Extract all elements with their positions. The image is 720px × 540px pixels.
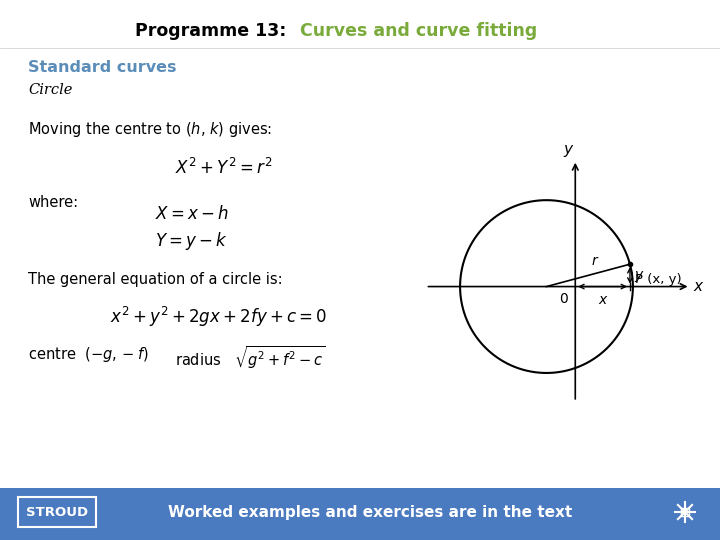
Text: centre  $(-g, -f)$: centre $(-g, -f)$	[28, 345, 148, 364]
Text: Moving the centre to ($h$, $k$) gives:: Moving the centre to ($h$, $k$) gives:	[28, 120, 272, 139]
Text: 0: 0	[559, 292, 568, 306]
Bar	[681, 508, 689, 516]
Text: y: y	[563, 142, 572, 157]
Text: y: y	[634, 268, 643, 282]
Text: Curves and curve fitting: Curves and curve fitting	[300, 22, 537, 40]
Text: $x^2 + y^2 + 2gx + 2fy + c = 0$: $x^2 + y^2 + 2gx + 2fy + c = 0$	[110, 305, 328, 329]
Text: STROUD: STROUD	[26, 505, 88, 518]
Text: Programme 13:: Programme 13:	[135, 22, 298, 40]
Text: Circle: Circle	[28, 83, 73, 97]
Text: where:: where:	[28, 195, 78, 210]
Text: $X^2 + Y^2 = r^2$: $X^2 + Y^2 = r^2$	[175, 158, 272, 178]
Text: The general equation of a circle is:: The general equation of a circle is:	[28, 272, 283, 287]
Text: $X = x - h$: $X = x - h$	[155, 205, 229, 223]
Text: x: x	[693, 279, 703, 294]
Text: Standard curves: Standard curves	[28, 60, 176, 75]
Text: radius   $\sqrt{g^2 + f^2 - c}$: radius $\sqrt{g^2 + f^2 - c}$	[175, 345, 325, 372]
Bar	[0, 488, 720, 540]
Bar	[18, 497, 96, 527]
Text: r: r	[591, 254, 597, 268]
Text: Worked examples and exercises are in the text: Worked examples and exercises are in the…	[168, 504, 572, 519]
Text: P (x, y): P (x, y)	[634, 273, 681, 286]
Text: $Y = y - k$: $Y = y - k$	[155, 230, 228, 252]
Text: x: x	[598, 293, 607, 307]
